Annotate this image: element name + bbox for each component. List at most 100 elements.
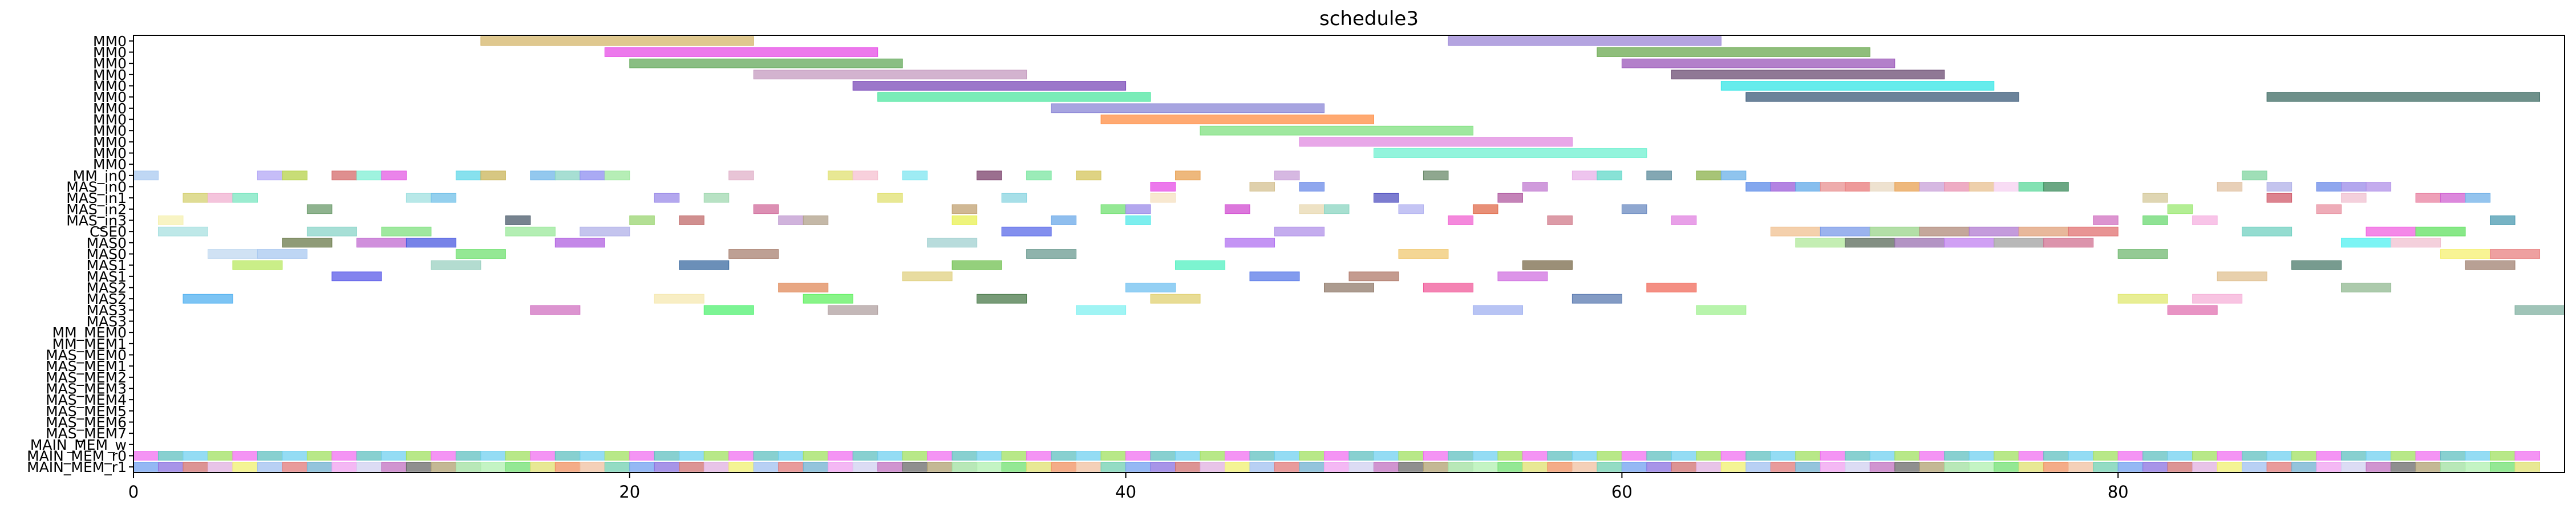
task-bar <box>2266 193 2293 203</box>
task-bar <box>703 193 730 203</box>
y-tick-label: MAS_MEM5 <box>46 403 127 420</box>
task-bar <box>629 58 903 68</box>
memory-bar <box>2341 462 2367 472</box>
memory-bar <box>431 462 456 472</box>
y-tick-label: MAS1 <box>87 268 127 285</box>
y-tick-label: MM0 <box>93 89 127 105</box>
task-bar <box>1472 204 1498 214</box>
memory-bar <box>2514 462 2541 472</box>
memory-bar <box>977 462 1002 472</box>
task-bar <box>530 305 581 315</box>
memory-bar <box>1894 462 1920 472</box>
memory-bar <box>2242 451 2267 461</box>
memory-bar <box>306 451 333 461</box>
task-bar <box>2018 182 2044 192</box>
task-bar <box>2043 182 2069 192</box>
memory-bar <box>1820 451 1846 461</box>
memory-bar <box>207 462 233 472</box>
task-bar <box>1671 70 1945 80</box>
memory-bar <box>480 451 506 461</box>
task-bar <box>2093 215 2119 225</box>
memory-bar <box>2366 451 2392 461</box>
task-bar <box>480 36 754 46</box>
memory-bar <box>654 451 680 461</box>
memory-bar <box>2192 462 2218 472</box>
memory-bar <box>406 462 432 472</box>
y-tick-label: CSE0 <box>90 223 127 240</box>
y-tick-label: MM_MEM1 <box>52 336 127 352</box>
task-bar <box>1274 170 1300 181</box>
memory-bar <box>604 451 630 461</box>
memory-bar <box>580 451 605 461</box>
memory-bar <box>157 462 184 472</box>
memory-bar <box>2217 462 2243 472</box>
memory-bar <box>1076 451 1101 461</box>
memory-bar <box>1869 451 1895 461</box>
memory-bar <box>2465 462 2491 472</box>
task-bar <box>1894 238 1945 248</box>
memory-bar <box>1125 451 1151 461</box>
y-tick-label: MAS_MEM1 <box>46 358 127 374</box>
task-bar <box>2391 238 2441 248</box>
task-bar <box>1200 125 1473 136</box>
task-bar <box>1398 204 1424 214</box>
memory-bar <box>1373 462 1399 472</box>
task-bar <box>1745 182 1771 192</box>
task-bar <box>381 170 407 181</box>
memory-bar <box>1621 451 1647 461</box>
memory-bar <box>455 451 481 461</box>
memory-bar <box>1200 462 1226 472</box>
task-bar <box>1299 204 1325 214</box>
memory-bar <box>927 451 953 461</box>
task-bar <box>2415 193 2441 203</box>
task-bar <box>604 47 878 57</box>
memory-bar <box>1225 462 1250 472</box>
task-bar <box>2316 182 2342 192</box>
memory-bar <box>1522 462 1548 472</box>
task-bar <box>282 238 333 248</box>
task-bar <box>2242 226 2293 237</box>
memory-bar <box>2093 462 2119 472</box>
task-bar <box>902 271 953 282</box>
memory-bar <box>629 451 655 461</box>
memory-bar <box>1448 451 1473 461</box>
task-bar <box>654 193 680 203</box>
task-bar <box>1994 182 2019 192</box>
memory-bar <box>1373 451 1399 461</box>
task-bar <box>2167 204 2193 214</box>
task-bars <box>133 36 2565 472</box>
memory-bar <box>2192 451 2218 461</box>
task-bar <box>306 204 333 214</box>
task-bar <box>1696 170 1722 181</box>
memory-bar <box>2291 451 2317 461</box>
task-bar <box>2316 204 2342 214</box>
memory-bar <box>703 462 730 472</box>
task-bar <box>157 226 208 237</box>
task-bar <box>1051 103 1325 113</box>
memory-bar <box>1001 451 1027 461</box>
memory-bar <box>2440 451 2466 461</box>
memory-bar <box>257 451 283 461</box>
memory-bar <box>803 451 829 461</box>
memory-bar <box>232 462 258 472</box>
memory-bar <box>356 462 382 472</box>
task-bar <box>356 170 382 181</box>
task-bar <box>1497 193 1523 203</box>
memory-bar <box>2316 462 2342 472</box>
memory-bar <box>1845 451 1870 461</box>
memory-bar <box>381 451 407 461</box>
y-tick-label: MAS_MEM4 <box>46 392 127 408</box>
memory-bar <box>1646 451 1672 461</box>
memory-bar <box>2117 462 2144 472</box>
task-bar <box>703 305 754 315</box>
memory-bar <box>2391 451 2416 461</box>
y-tick-label: MAS1 <box>87 257 127 274</box>
task-bar <box>2440 249 2491 259</box>
y-tick-label: MAS3 <box>87 302 127 319</box>
memory-bar <box>1745 462 1771 472</box>
memory-bar <box>654 462 680 472</box>
task-bar <box>1795 238 1846 248</box>
task-bar <box>1125 283 1176 292</box>
task-bar <box>1869 226 1920 237</box>
y-tick-label: MM_MEM0 <box>52 324 127 341</box>
